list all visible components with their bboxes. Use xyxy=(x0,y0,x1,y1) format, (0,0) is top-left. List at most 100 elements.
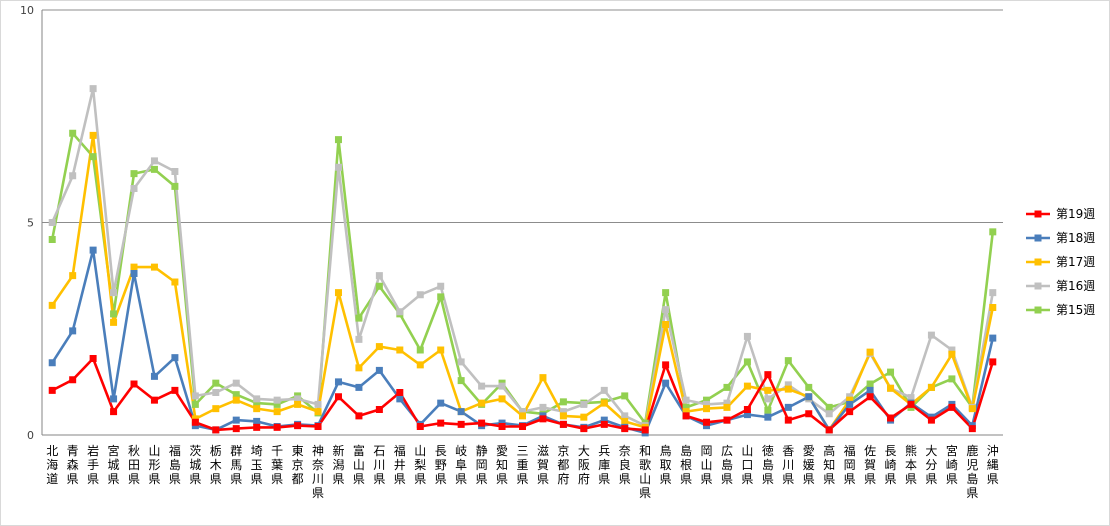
data-point xyxy=(457,377,465,385)
data-point xyxy=(150,165,158,173)
data-point xyxy=(887,384,895,392)
data-point xyxy=(334,378,342,386)
x-category-label: 富山県 xyxy=(353,443,365,486)
data-point xyxy=(89,246,97,254)
x-category-label: 東京都 xyxy=(292,444,304,486)
data-point xyxy=(294,422,302,430)
legend-marker xyxy=(1034,234,1042,242)
data-point xyxy=(866,380,874,388)
data-point xyxy=(743,411,751,419)
data-point xyxy=(743,406,751,413)
x-category-label: 兵庫県 xyxy=(598,444,610,486)
gridlines xyxy=(42,9,1003,223)
data-point xyxy=(743,382,751,390)
data-point xyxy=(784,357,792,365)
x-category-label: 岡山県 xyxy=(701,444,713,486)
data-point xyxy=(764,395,772,403)
x-category-label: 石川県 xyxy=(373,444,385,486)
data-point xyxy=(253,417,261,425)
data-point xyxy=(69,129,77,137)
data-point xyxy=(130,263,138,271)
data-point xyxy=(866,393,874,401)
data-point xyxy=(682,396,690,404)
data-point xyxy=(580,413,588,421)
data-point xyxy=(539,415,547,423)
data-point xyxy=(989,334,997,342)
data-point xyxy=(355,314,363,322)
data-point xyxy=(437,293,445,301)
data-point xyxy=(110,408,118,416)
x-category-label: 岩手県 xyxy=(87,443,99,486)
legend-label: 第16週 xyxy=(1056,279,1095,293)
data-point xyxy=(498,382,506,390)
data-point xyxy=(559,412,567,420)
data-point xyxy=(191,400,199,408)
x-category-label: 宮崎県 xyxy=(946,443,958,486)
x-category-label: 長崎県 xyxy=(885,444,897,486)
data-point xyxy=(600,420,608,428)
data-point xyxy=(69,327,77,335)
data-point xyxy=(130,380,138,388)
data-point xyxy=(437,346,445,354)
data-point xyxy=(232,416,240,424)
data-point xyxy=(171,278,179,286)
data-point xyxy=(989,358,997,366)
x-category-label: 佐賀県 xyxy=(864,444,876,486)
x-category-label: 熊本県 xyxy=(905,443,917,486)
data-point xyxy=(212,389,220,396)
data-point xyxy=(723,403,731,411)
data-point xyxy=(907,394,915,402)
data-point xyxy=(334,136,342,144)
data-point xyxy=(764,413,772,421)
data-point xyxy=(498,395,506,403)
data-point xyxy=(48,359,56,367)
legend-marker xyxy=(1034,306,1042,314)
data-point xyxy=(253,395,261,403)
data-point xyxy=(334,393,342,401)
data-point xyxy=(662,306,670,314)
data-point xyxy=(559,398,567,406)
x-category-label: 栃木県 xyxy=(210,444,222,486)
data-point xyxy=(805,410,813,418)
data-point xyxy=(355,412,363,420)
data-point xyxy=(273,408,281,416)
data-point xyxy=(764,371,772,379)
data-point xyxy=(600,386,608,394)
data-point xyxy=(825,410,833,418)
data-point xyxy=(416,361,424,369)
data-point xyxy=(150,372,158,380)
data-point xyxy=(784,416,792,424)
data-point xyxy=(662,361,670,369)
data-point xyxy=(396,395,404,403)
data-point xyxy=(825,426,833,434)
data-point xyxy=(457,408,465,416)
data-point xyxy=(232,425,240,433)
data-point xyxy=(927,416,935,424)
data-point xyxy=(110,310,118,318)
data-point xyxy=(580,400,588,408)
data-point xyxy=(130,170,138,178)
data-point xyxy=(191,392,199,400)
data-point xyxy=(621,425,629,433)
x-category-label: 山形県 xyxy=(148,444,160,486)
data-point xyxy=(641,426,649,434)
x-category-label: 京都府 xyxy=(557,444,569,486)
data-point xyxy=(396,308,404,316)
data-point xyxy=(703,396,711,404)
data-point xyxy=(682,412,690,420)
x-category-label: 北海道 xyxy=(46,444,58,486)
data-point xyxy=(989,289,997,297)
x-category-label: 鹿児島県 xyxy=(966,443,978,500)
data-point xyxy=(662,379,670,387)
data-point xyxy=(89,131,97,139)
data-point xyxy=(314,423,322,430)
data-point xyxy=(784,403,792,411)
data-point xyxy=(457,358,465,366)
data-point xyxy=(703,400,711,408)
x-category-label: 滋賀県 xyxy=(537,444,549,486)
x-category-label: 静岡県 xyxy=(476,444,488,486)
data-point xyxy=(314,408,322,416)
data-point xyxy=(703,418,711,426)
data-point xyxy=(416,346,424,354)
data-point xyxy=(968,405,976,413)
